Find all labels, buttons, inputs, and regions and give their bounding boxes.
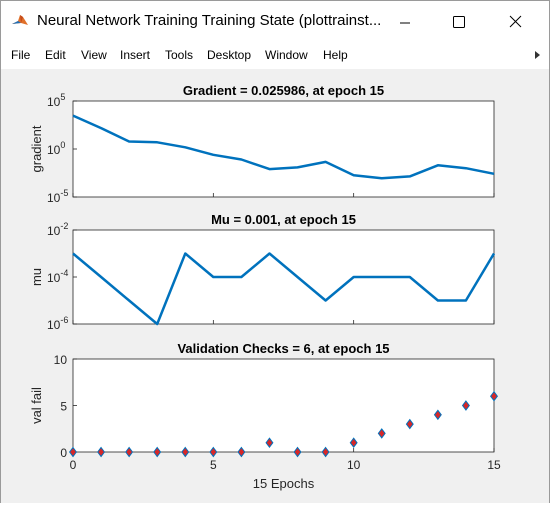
val-fail-point [490,390,498,402]
val-fail-point [153,446,162,458]
maximize-icon [453,16,465,28]
val-fail-point [125,446,134,458]
val-fail-point [405,418,414,430]
val-fail-point [69,446,77,458]
val-fail-point [349,437,358,449]
val-fail-point [97,446,106,458]
window-title: Neural Network Training Training State (… [37,12,382,29]
gradient-series-line [72,114,495,180]
x-tick-label: 0 [70,458,77,472]
title-bar[interactable]: Neural Network Training Training State (… [1,1,549,41]
val-fail-point [265,437,274,449]
menu-edit[interactable]: Edit [45,48,66,62]
val-fail-point [321,446,330,458]
val-fail-point [209,446,218,458]
mu-title: Mu = 0.001, at epoch 15 [211,212,356,227]
gradient-title: Gradient = 0.025986, at epoch 15 [183,83,384,98]
gradient-ytick-label: 105 [47,92,65,109]
matlab-logo-icon [11,12,29,30]
menu-window[interactable]: Window [265,48,308,62]
gradient-ylabel: gradient [29,125,44,172]
val-fail-ytick-label: 10 [54,353,68,367]
mu-axes [72,229,495,325]
gradient-ytick-label: 10-5 [47,188,68,205]
val-fail-point [433,409,442,421]
menu-file[interactable]: File [11,48,31,62]
menu-bar: File Edit View Insert Tools Desktop Wind… [1,41,549,69]
menu-tools[interactable]: Tools [165,48,194,62]
mu-ytick-label: 10-6 [47,315,68,332]
training-state-plots: Gradient = 0.025986, at epoch 15 gradient… [29,83,501,491]
val-fail-point [377,428,386,439]
val-fail-point [461,400,470,411]
menu-help[interactable]: Help [323,48,348,62]
close-icon [509,15,522,28]
minimize-icon [400,22,410,24]
close-button[interactable] [495,7,535,37]
val-fail-ytick-label: 0 [60,446,67,460]
minimize-button[interactable] [385,7,425,37]
maximize-button[interactable] [439,7,479,37]
x-axis-label: 15 Epochs [253,476,315,491]
x-tick-label: 5 [210,458,217,472]
val-fail-point [237,446,246,458]
gradient-ytick-label: 100 [47,140,65,157]
x-tick-label: 15 [487,458,501,472]
menu-view[interactable]: View [81,48,107,62]
mu-ytick-label: 10-4 [47,268,68,285]
mu-series-line [72,252,496,326]
chevron-right-icon[interactable] [532,50,542,60]
menu-desktop[interactable]: Desktop [207,48,252,62]
val-fail-title: Validation Checks = 6, at epoch 15 [177,341,389,356]
mu-ylabel: mu [29,268,44,286]
val-fail-axes [72,358,495,453]
mu-ytick-label: 10-2 [47,221,68,238]
val-fail-point [293,446,302,458]
menu-insert[interactable]: Insert [120,48,151,62]
val-fail-point [181,446,190,458]
val-fail-ylabel: val fail [29,387,44,424]
gradient-axes [72,100,495,198]
x-tick-label: 10 [347,458,361,472]
val-fail-ytick-label: 5 [60,400,67,414]
plot-area: Gradient = 0.025986, at epoch 15 gradient… [1,69,549,503]
